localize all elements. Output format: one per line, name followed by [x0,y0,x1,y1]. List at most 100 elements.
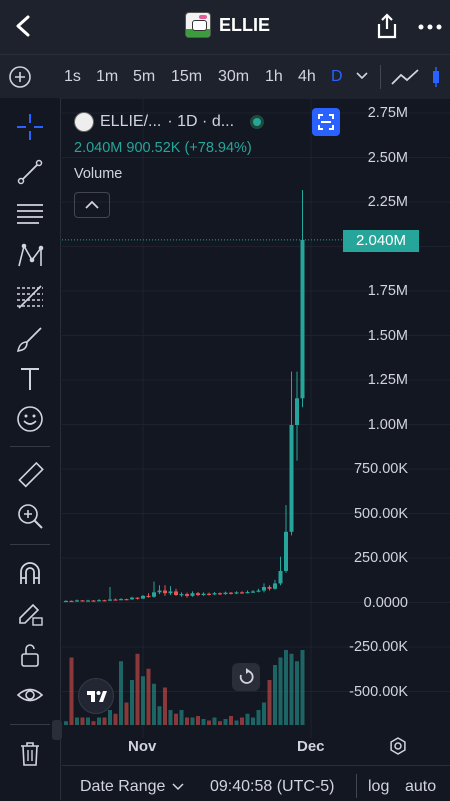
candle-body [163,590,167,594]
volume-bar [201,719,206,725]
candle-chart-icon[interactable] [430,65,450,89]
collapse-legend-button[interactable] [74,192,110,218]
legend-values: 2.040M 900.52K (+78.94%) [74,140,252,156]
volume-bar [262,702,266,725]
crosshair-icon[interactable] [15,112,45,142]
y-tick-label: -500.00K [349,683,408,700]
candle-body [218,593,222,595]
volume-bar [157,706,162,725]
zoom-in-icon[interactable] [15,501,45,531]
chevron-down-icon[interactable] [172,783,184,791]
tf-1s[interactable]: 1s [64,68,81,85]
candle-body [124,599,129,601]
tf-1m[interactable]: 1m [96,68,119,85]
magnet-icon[interactable] [15,558,45,588]
text-tool-icon[interactable] [15,364,45,394]
chevron-down-icon[interactable] [356,71,368,81]
candle-body [174,591,178,595]
volume-bar [251,717,255,725]
tf-d[interactable]: D [331,68,343,85]
volume-bar [174,713,178,725]
tf-30m[interactable]: 30m [218,68,250,85]
brush-icon[interactable] [15,324,45,354]
legend-change: 900.52K (+78.94%) [126,140,252,156]
candle-body [113,599,118,601]
candle-body [262,586,266,591]
volume-bar [102,717,107,725]
log-toggle[interactable]: log [368,778,390,795]
last-price-tag: 2.040M [343,230,419,252]
tf-1h[interactable]: 1h [265,68,283,85]
lock-drawing-icon[interactable] [15,598,45,628]
line-chart-icon[interactable] [390,67,420,87]
volume-bar [69,657,74,725]
market-status-icon [250,115,265,129]
back-arrow-icon[interactable] [10,12,38,40]
trash-icon[interactable] [15,738,45,768]
pattern-tool-icon[interactable] [15,240,45,270]
volume-bar [152,683,156,725]
candle-body [196,593,200,595]
date-range-button[interactable]: Date Range [80,778,166,795]
emoji-icon[interactable] [15,404,45,434]
clock-timezone[interactable]: 09:40:58 (UTC-5) [210,778,335,795]
trend-line-icon[interactable] [15,157,45,187]
candle-body [141,595,145,599]
toolbar-collapse-handle[interactable] [52,720,62,740]
y-tick-label: 1.00M [367,416,408,433]
volume-bar [86,717,90,725]
volume-bar [273,665,277,725]
volume-bar [108,710,112,725]
horizontal-lines-icon[interactable] [15,198,45,228]
volume-bar [207,720,211,725]
tf-15m[interactable]: 15m [171,68,203,85]
fit-screen-button[interactable] [312,108,340,136]
candle-body [245,591,250,594]
timeframe-bar: 1s 1m 5m 15m 30m 1h 4h D [0,54,450,99]
legend-interval: · 1D · d... [167,113,235,130]
unlock-icon[interactable] [15,640,45,670]
divider [380,65,381,89]
y-tick-label: 500.00K [353,505,408,522]
legend-symbol[interactable]: ELLIE/... [100,113,162,130]
candle-body [229,592,233,594]
eye-icon[interactable] [15,680,45,710]
share-icon[interactable] [374,12,400,40]
tf-4h[interactable]: 4h [298,68,316,85]
candle-body [108,599,112,601]
app-title: ELLIE [185,12,270,38]
reset-chart-button[interactable] [232,663,260,691]
y-tick-label: -250.00K [349,639,408,655]
volume-bar [130,680,134,725]
fit-screen-icon [318,114,334,130]
candle-body [86,600,90,602]
candle-body [102,600,107,602]
volume-bar [245,713,250,725]
candle-body [179,594,184,596]
add-symbol-icon[interactable] [9,66,31,88]
settings-gear-icon[interactable] [388,736,408,756]
legend-row: ELLIE/... · 1D · d... [74,112,265,132]
ruler-icon[interactable] [15,460,45,490]
candle-body [69,600,74,603]
volume-bar [124,702,129,725]
x-tick-dec: Dec [297,738,325,755]
volume-bar [284,650,288,725]
more-options-icon[interactable] [418,24,442,30]
x-tick-nov: Nov [128,738,157,755]
candle-body [64,600,68,603]
candle-body [97,600,101,602]
candle-body [190,593,195,596]
volume-bar [234,720,239,725]
volume-bar [223,719,228,725]
volume-bar [179,710,184,725]
auto-toggle[interactable]: auto [405,778,437,795]
price-chart[interactable] [62,98,450,758]
tf-5m[interactable]: 5m [133,68,156,85]
volume-bar [64,721,68,725]
y-tick-label: 2.50M [367,149,408,166]
app-title-text: ELLIE [219,14,271,35]
tradingview-logo[interactable] [78,678,114,714]
fib-tool-icon[interactable] [15,282,45,312]
volume-bar [256,710,261,725]
